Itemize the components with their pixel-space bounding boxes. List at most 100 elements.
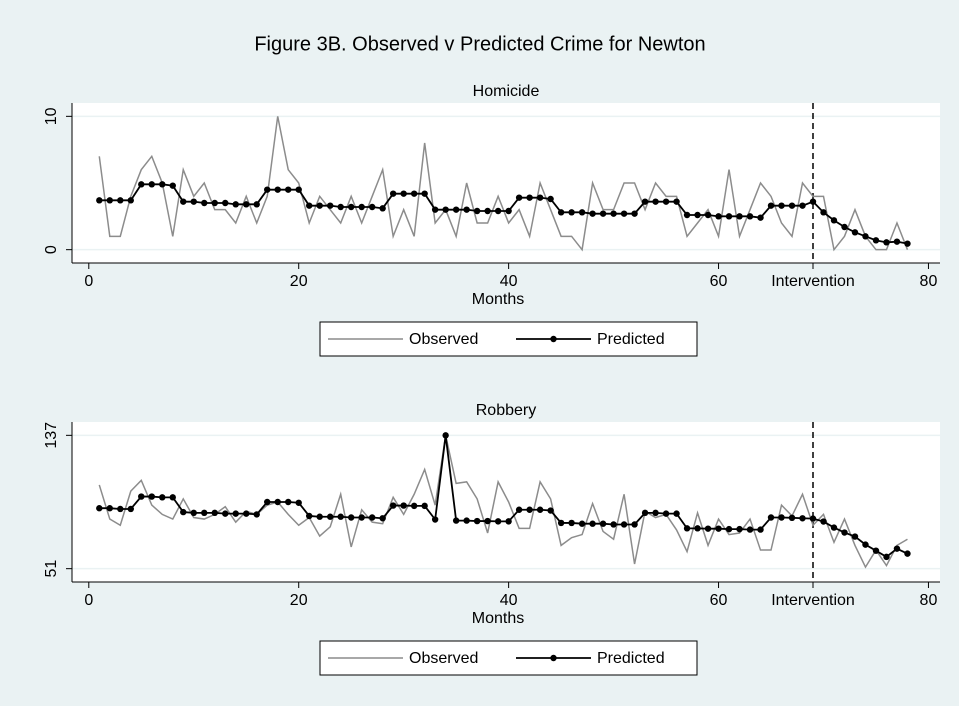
data-point <box>809 515 817 522</box>
data-point <box>505 518 512 525</box>
data-point <box>526 194 533 201</box>
data-point <box>190 509 197 517</box>
data-point <box>337 513 344 520</box>
data-point <box>851 533 859 540</box>
data-point <box>547 507 554 514</box>
data-point <box>368 514 376 521</box>
data-point <box>704 211 712 219</box>
legend-marker <box>550 654 557 662</box>
series-line <box>98 116 909 252</box>
x-tick-label: 80 <box>920 273 938 290</box>
data-point <box>694 211 701 219</box>
data-point <box>610 521 617 528</box>
data-point <box>106 505 113 512</box>
legend-marker <box>550 335 557 343</box>
data-point <box>704 525 712 532</box>
data-point <box>809 198 817 205</box>
data-point <box>883 553 890 561</box>
y-tick-label: 0 <box>43 245 60 254</box>
y-tick-label: 51 <box>43 560 60 578</box>
data-point <box>799 202 806 209</box>
data-point <box>725 525 733 533</box>
data-point <box>778 202 785 209</box>
data-point <box>536 194 544 201</box>
x-tick-label: 60 <box>710 273 728 290</box>
data-point <box>536 506 544 513</box>
data-point <box>253 201 260 208</box>
data-point <box>778 514 785 521</box>
data-point <box>264 498 271 506</box>
data-point <box>400 502 407 509</box>
data-point <box>232 510 239 517</box>
data-point <box>526 506 533 513</box>
data-point <box>662 510 670 517</box>
data-point <box>641 509 649 517</box>
data-point <box>306 512 313 520</box>
data-point <box>148 493 155 500</box>
data-point <box>589 520 596 527</box>
data-point <box>106 197 113 204</box>
data-point <box>893 238 901 245</box>
legend-label: Predicted <box>597 650 665 667</box>
data-point <box>337 203 344 211</box>
data-point <box>169 494 176 501</box>
data-point <box>673 198 680 205</box>
data-point <box>767 514 775 521</box>
data-point <box>893 545 901 552</box>
data-point <box>368 203 376 211</box>
data-point <box>148 181 155 188</box>
data-point <box>431 516 439 523</box>
data-point <box>746 526 754 533</box>
data-point <box>264 186 271 193</box>
data-point <box>316 513 323 520</box>
x-tick-label: 20 <box>290 592 308 609</box>
data-point <box>285 498 292 506</box>
data-point <box>358 203 365 211</box>
data-point <box>127 197 134 204</box>
data-point <box>211 509 218 517</box>
data-point <box>589 210 596 217</box>
data-point <box>306 202 313 209</box>
data-point <box>820 209 827 216</box>
data-point <box>211 199 218 207</box>
data-point <box>484 207 491 215</box>
panel: Robbery 51 137 0 20 40 60 Intervention 80 Months O… <box>43 402 940 676</box>
data-point <box>725 213 733 220</box>
panel-title: Robbery <box>476 402 536 419</box>
data-point <box>463 517 470 524</box>
data-point <box>295 499 302 506</box>
data-point <box>463 206 470 213</box>
data-point <box>757 526 764 533</box>
x-tick-label: 40 <box>500 592 518 609</box>
data-point <box>515 194 523 201</box>
data-point <box>473 207 481 215</box>
data-point <box>578 520 586 527</box>
data-point <box>494 207 502 215</box>
data-point <box>452 206 460 213</box>
data-point <box>421 502 428 510</box>
data-point <box>169 182 176 189</box>
data-point <box>841 529 848 536</box>
data-point <box>295 186 302 193</box>
y-tick-label: 10 <box>43 107 60 125</box>
panel: Homicide 0 10 0 20 40 60 Intervention 80 Months Ob… <box>43 83 940 357</box>
data-point <box>872 547 880 554</box>
data-point <box>599 520 607 527</box>
data-point <box>243 510 250 517</box>
data-point <box>400 190 407 197</box>
plot-area <box>72 103 940 263</box>
data-point <box>883 239 890 246</box>
data-point <box>610 210 617 217</box>
data-point <box>117 197 124 204</box>
data-point <box>494 518 502 525</box>
data-point <box>117 505 124 513</box>
x-tick-label: 40 <box>500 273 518 290</box>
data-point <box>767 202 775 209</box>
data-point <box>190 198 197 205</box>
data-point <box>232 201 239 208</box>
data-point <box>694 525 701 532</box>
data-point <box>243 201 250 208</box>
legend-label: Predicted <box>597 331 665 348</box>
data-point <box>96 197 103 204</box>
